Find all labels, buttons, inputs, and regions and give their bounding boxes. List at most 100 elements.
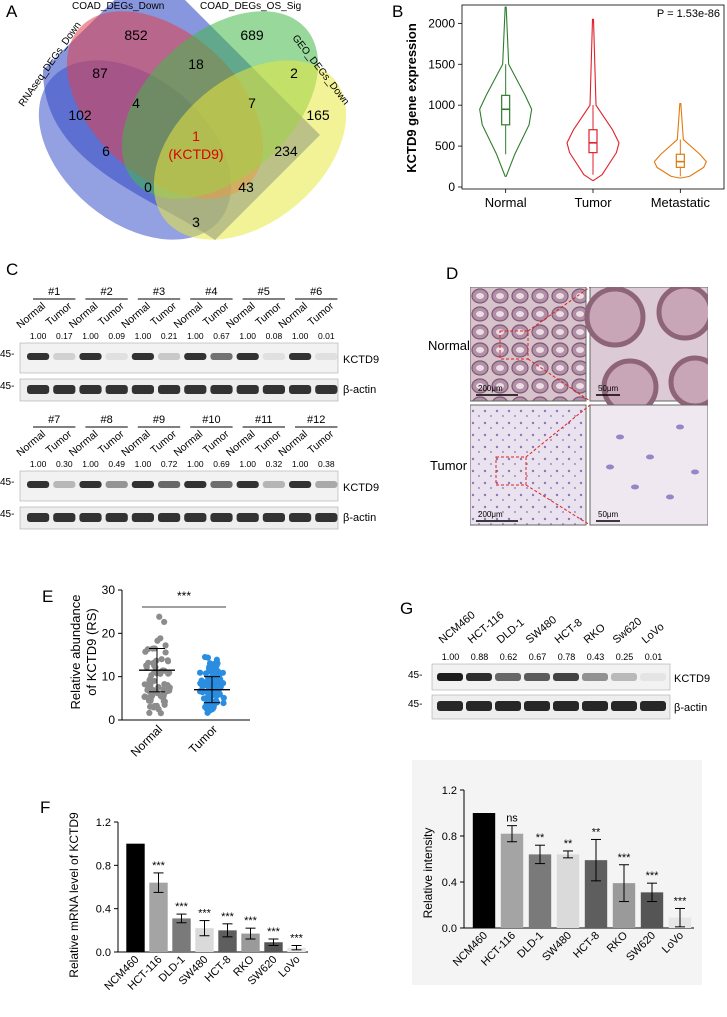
ihc-scale-normal-low: 200μm	[478, 384, 503, 393]
blot-c-ratio: 1.00	[292, 459, 309, 469]
violin-ylabel: KCTD9 gene expression	[404, 23, 419, 173]
scatter-point	[142, 648, 149, 655]
scatter-point	[148, 692, 156, 699]
blot-c-marker: 45-	[0, 381, 14, 392]
bar-ytick-label: 0.4	[442, 877, 457, 889]
blot-c-band-actin	[210, 385, 233, 394]
scatter-xtick-label: Tumor	[186, 722, 220, 756]
blot-c-ratio: 0.67	[213, 331, 230, 341]
bar-significance: ***	[198, 908, 212, 920]
bar	[172, 918, 191, 952]
blot-c-ratio: 1.00	[30, 331, 47, 341]
blot-g-band-kctd9	[437, 673, 463, 681]
scatter-point	[147, 675, 154, 682]
venn-count: 102	[68, 107, 92, 123]
blot-c-band-actin	[158, 513, 181, 522]
blot-c-group-label: #11	[255, 414, 273, 426]
blot-c-group-label: #9	[153, 414, 165, 426]
blot-c-lane-label: Normal	[67, 300, 101, 331]
blot-c-ratio: 0.38	[318, 459, 335, 469]
blot-c-band-actin	[315, 385, 338, 394]
blot-c-band-actin	[184, 513, 207, 522]
blot-c-band-actin	[27, 385, 50, 394]
scatter-point	[162, 649, 169, 656]
venn-count: 6	[102, 143, 110, 159]
blot-c-band-actin	[131, 513, 154, 522]
blot-c-band-kctd9	[27, 481, 50, 488]
bar-significance: ***	[290, 933, 304, 945]
scatter-point	[158, 656, 165, 663]
blot-g-ratio: 1.00	[442, 652, 460, 662]
blot-c-band-kctd9	[105, 481, 128, 488]
ihc-zoom-box-normal	[499, 330, 529, 360]
blot-g-ratio: 0.43	[587, 652, 605, 662]
bar-ytick-label: 1.2	[96, 817, 111, 829]
blot-c-band-kctd9	[210, 481, 233, 488]
venn-count: 2	[290, 65, 298, 81]
blot-g-label-actin: β-actin	[674, 702, 707, 714]
blot-c-kctd9-membrane	[19, 342, 339, 374]
blot-g-band-actin	[437, 701, 463, 711]
ihc-zoom-box-tumor	[495, 456, 527, 486]
blot-g-band-actin	[611, 701, 637, 711]
blot-g-band-actin	[553, 701, 579, 711]
blot-c-band-actin	[289, 385, 312, 394]
bar	[195, 928, 214, 952]
bar	[500, 833, 524, 928]
blot-c-ratio: 1.00	[82, 331, 99, 341]
blot-g-lane-label: Sw620	[611, 615, 644, 646]
scatter-point	[196, 669, 204, 676]
violin-xtick-label: Metastatic	[651, 195, 711, 210]
blot-c-band-kctd9	[315, 353, 338, 360]
scatter-point	[216, 691, 223, 698]
blot-g-band-actin	[466, 701, 492, 711]
panel-letter-b: B	[392, 2, 404, 21]
blot-g-lane-label: RKO	[582, 621, 608, 646]
blot-c-band-kctd9	[53, 481, 76, 488]
scatter-point	[161, 701, 168, 708]
bar-significance: ***	[244, 915, 258, 927]
scatter-point	[162, 642, 169, 649]
violin-box	[501, 94, 511, 126]
panel-letter-g: G	[400, 599, 414, 618]
blot-c-band-kctd9	[289, 353, 312, 360]
venn-count: 7	[248, 95, 256, 111]
blot-c-group-label: #1	[48, 286, 60, 298]
bar	[584, 860, 608, 928]
blot-c-ratio: 0.49	[108, 459, 125, 469]
scatter-point	[146, 703, 154, 710]
scatter-ytick-label: 10	[102, 670, 116, 684]
venn-count: 852	[124, 27, 148, 43]
blot-c-band-actin	[131, 385, 154, 394]
ihc-tumor-low	[470, 404, 587, 526]
blot-c-lane-label: Normal	[67, 428, 101, 459]
blot-g-band-actin	[495, 701, 521, 711]
blot-c-band-actin	[315, 513, 338, 522]
blot-c-ratio: 1.00	[82, 459, 99, 469]
violin-shape	[566, 18, 620, 182]
blot-g-ratio: 0.67	[529, 652, 547, 662]
blot-c-band-kctd9	[236, 481, 259, 488]
blot-c-ratio: 1.00	[239, 459, 256, 469]
venn-count: 0	[144, 179, 152, 195]
blot-g-band-actin	[640, 701, 666, 711]
blot-g-band-kctd9	[611, 673, 637, 681]
bar-chart-g: Relative intensity 0.00.40.81.2NCM460nsH…	[412, 760, 702, 985]
blot-c-band-kctd9	[236, 353, 259, 360]
bar-significance: ns	[506, 813, 518, 825]
blot-c-ratio: 1.00	[239, 331, 256, 341]
scatter-point	[165, 687, 173, 694]
violin-ytick-label: 1500	[428, 57, 455, 71]
blot-c-group-label: #4	[205, 286, 217, 298]
blot-c-group-label: #6	[310, 286, 322, 298]
venn-count: 4	[132, 95, 140, 111]
blot-c-group-label: #5	[258, 286, 270, 298]
violin-pvalue: P = 1.53e-86	[657, 8, 720, 20]
scatter-point	[151, 662, 158, 669]
violin-ytick-label: 1000	[428, 98, 455, 112]
blot-g-band-kctd9	[582, 673, 608, 681]
scatter-point	[198, 677, 205, 684]
blot-c-band-kctd9	[158, 353, 181, 360]
blot-c-lane-label: Normal	[224, 300, 258, 331]
blot-c-lane-label: Tumor	[306, 428, 337, 457]
